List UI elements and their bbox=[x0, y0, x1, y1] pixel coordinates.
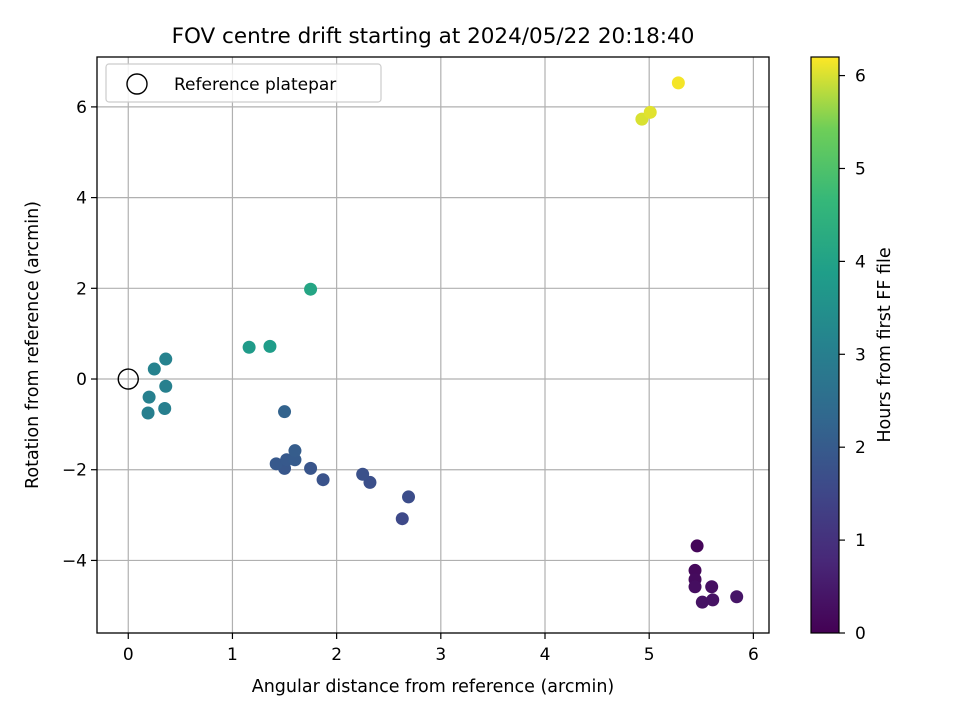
data-point bbox=[395, 512, 409, 526]
data-point bbox=[671, 76, 685, 90]
colorbar-tick-label: 0 bbox=[855, 624, 866, 644]
data-point bbox=[269, 457, 283, 471]
data-point bbox=[288, 453, 302, 467]
data-point bbox=[316, 473, 330, 487]
colorbar-tick-label: 6 bbox=[855, 67, 866, 87]
x-axis-ticks: 0 1 2 3 4 5 6 bbox=[123, 633, 759, 665]
y-tick-label: 6 bbox=[76, 98, 87, 118]
x-tick-label: 4 bbox=[540, 645, 551, 665]
data-point bbox=[356, 467, 370, 481]
y-tick-label: 2 bbox=[76, 279, 87, 299]
data-point bbox=[402, 490, 416, 504]
data-point bbox=[695, 595, 709, 609]
x-tick-label: 3 bbox=[435, 645, 446, 665]
scatter-points bbox=[141, 76, 744, 609]
reference-point bbox=[117, 368, 139, 390]
y-tick-label: 4 bbox=[76, 189, 87, 209]
colorbar-tick-label: 2 bbox=[855, 438, 866, 458]
colorbar-tick-label: 5 bbox=[855, 159, 866, 179]
x-tick-label: 5 bbox=[644, 645, 655, 665]
x-tick-label: 1 bbox=[227, 645, 238, 665]
x-axis-label: Angular distance from reference (arcmin) bbox=[252, 677, 615, 697]
colorbar-tick-label: 1 bbox=[855, 531, 866, 551]
colorbar-label: Hours from first FF file bbox=[875, 247, 895, 442]
y-axis-ticks: −4 −2 0 2 4 6 bbox=[62, 98, 97, 571]
data-point bbox=[242, 340, 256, 354]
grid-lines bbox=[97, 57, 769, 633]
data-point bbox=[688, 563, 702, 577]
x-tick-label: 2 bbox=[331, 645, 342, 665]
x-tick-label: 0 bbox=[123, 645, 134, 665]
colorbar: 0 1 2 3 4 5 6 Hours from first FF file bbox=[810, 56, 895, 644]
data-point bbox=[158, 401, 172, 415]
colorbar-tick-label: 3 bbox=[855, 345, 866, 365]
colorbar-tick-label: 4 bbox=[855, 252, 866, 272]
legend-open-circle-marker bbox=[126, 73, 148, 95]
data-point bbox=[142, 390, 156, 404]
x-tick-label: 6 bbox=[748, 645, 759, 665]
y-tick-label: −4 bbox=[62, 551, 87, 571]
legend-label-reference-platepar: Reference platepar bbox=[174, 75, 336, 95]
reference-platepar-marker bbox=[117, 368, 139, 390]
data-point bbox=[278, 405, 292, 419]
y-tick-label: 0 bbox=[76, 370, 87, 390]
data-point bbox=[643, 105, 657, 119]
data-point bbox=[705, 580, 719, 594]
data-point bbox=[147, 362, 161, 376]
data-point bbox=[159, 352, 173, 366]
data-point bbox=[730, 590, 744, 604]
plot-area-frame bbox=[96, 56, 770, 634]
legend: Reference platepar bbox=[105, 63, 382, 103]
data-point bbox=[304, 282, 318, 296]
data-point bbox=[688, 580, 702, 594]
data-point bbox=[263, 339, 277, 353]
data-point bbox=[706, 593, 720, 607]
data-point bbox=[288, 444, 302, 458]
colorbar-gradient bbox=[810, 56, 840, 634]
y-tick-label: −2 bbox=[62, 461, 87, 481]
data-point bbox=[141, 406, 155, 420]
y-axis-label: Rotation from reference (arcmin) bbox=[23, 201, 43, 489]
data-point bbox=[159, 379, 173, 393]
colorbar-ticks: 0 1 2 3 4 5 6 bbox=[839, 67, 866, 644]
chart-title: FOV centre drift starting at 2024/05/22 … bbox=[172, 24, 695, 49]
data-point bbox=[690, 539, 704, 553]
data-point bbox=[304, 461, 318, 475]
legend-box bbox=[105, 63, 382, 103]
